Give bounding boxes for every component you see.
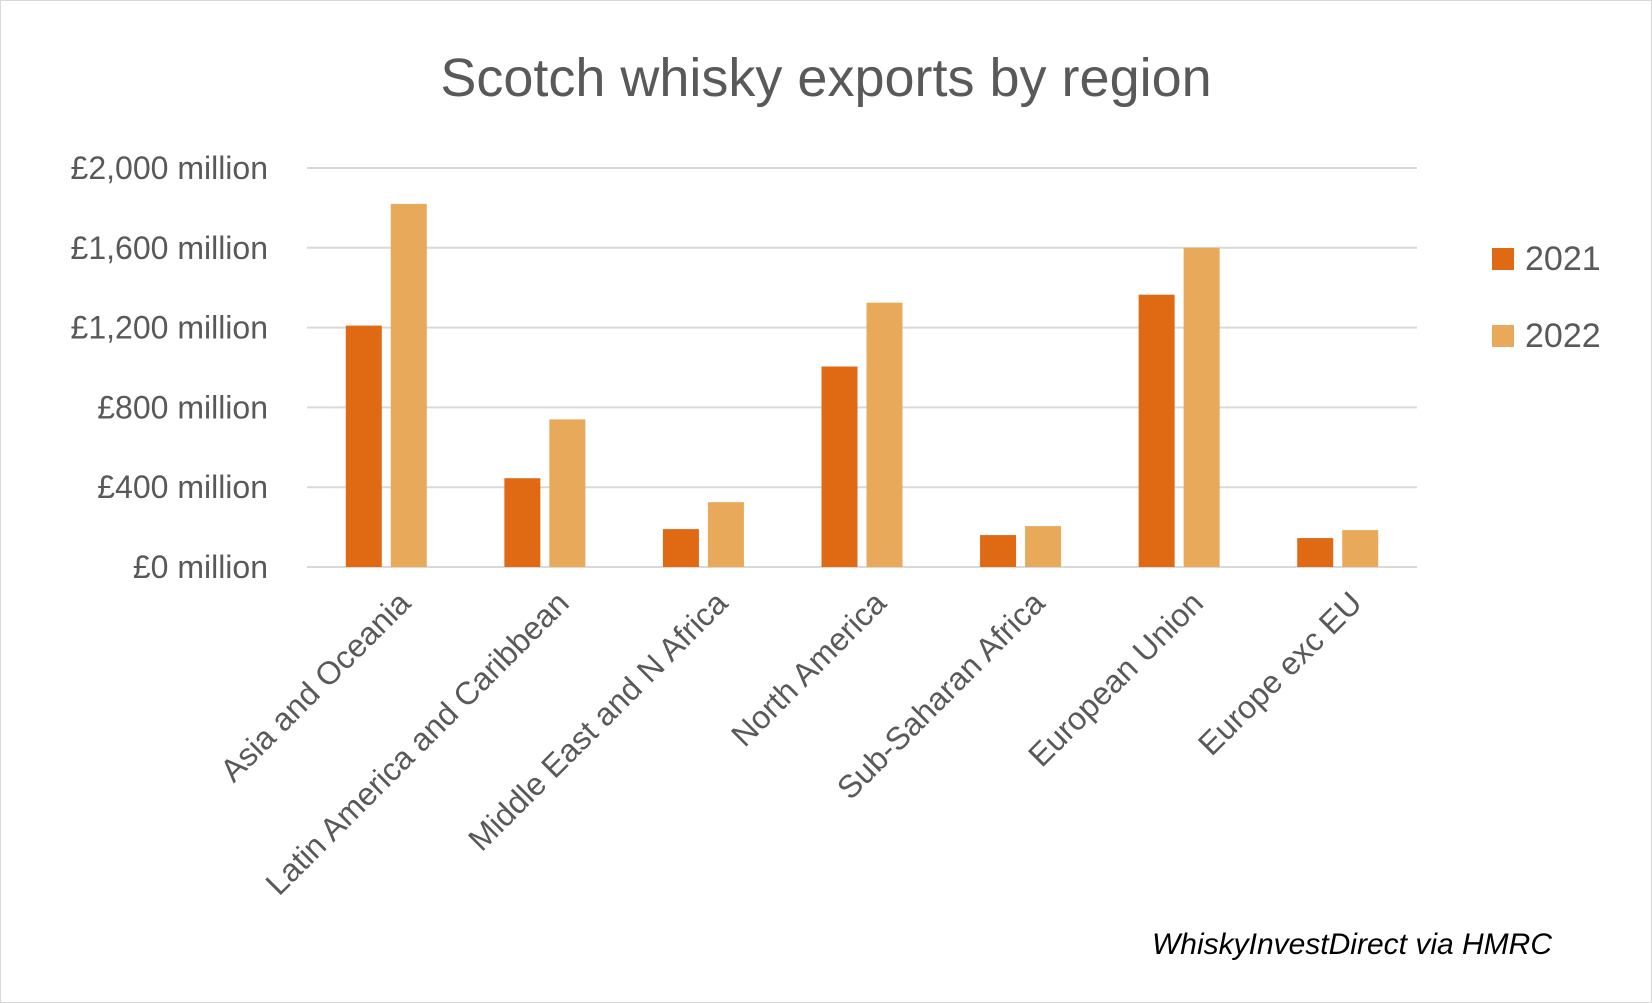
bar-2022 <box>390 203 427 567</box>
chart-title: Scotch whisky exports by region <box>440 48 1211 108</box>
bar-2021 <box>821 366 858 567</box>
y-tick-label: £1,600 million <box>71 230 268 266</box>
legend-label-2022: 2022 <box>1525 317 1601 355</box>
y-tick-label: £2,000 million <box>71 150 268 186</box>
x-tick-label: Middle East and N Africa <box>461 584 734 857</box>
bar-2022 <box>707 502 744 567</box>
x-tick-label: North America <box>724 584 893 753</box>
gridlines <box>307 167 1417 568</box>
bar-2022 <box>1342 530 1379 567</box>
bar-2021 <box>980 535 1017 567</box>
bar-2022 <box>549 419 586 567</box>
x-tick-label: European Union <box>1021 584 1210 773</box>
bar-2022 <box>1025 526 1062 567</box>
bar-2021 <box>504 478 541 567</box>
bar-2021 <box>345 325 382 567</box>
bar-2021 <box>662 529 699 567</box>
source-note: WhiskyInvestDirect via HMRC <box>1152 928 1552 961</box>
bar-2022 <box>1183 247 1220 568</box>
legend-swatch-2021 <box>1492 248 1514 270</box>
legend: 2021 2022 <box>1492 240 1601 355</box>
x-tick-label: Europe exc EU <box>1191 584 1369 762</box>
y-tick-label: £1,200 million <box>71 310 268 346</box>
y-tick-label: £800 million <box>97 389 268 425</box>
y-tick-label: £400 million <box>97 469 268 505</box>
bar-2021 <box>1138 294 1175 567</box>
bar-2022 <box>866 302 903 567</box>
legend-swatch-2022 <box>1492 325 1514 347</box>
legend-label-2021: 2021 <box>1525 240 1601 278</box>
x-tick-label: Latin America and Caribbean <box>259 584 576 901</box>
bars <box>345 203 1379 568</box>
y-tick-label: £0 million <box>133 549 268 585</box>
bar-2021 <box>1297 538 1334 567</box>
y-axis-ticks: £0 million £400 million £800 million £1,200… <box>71 150 268 585</box>
